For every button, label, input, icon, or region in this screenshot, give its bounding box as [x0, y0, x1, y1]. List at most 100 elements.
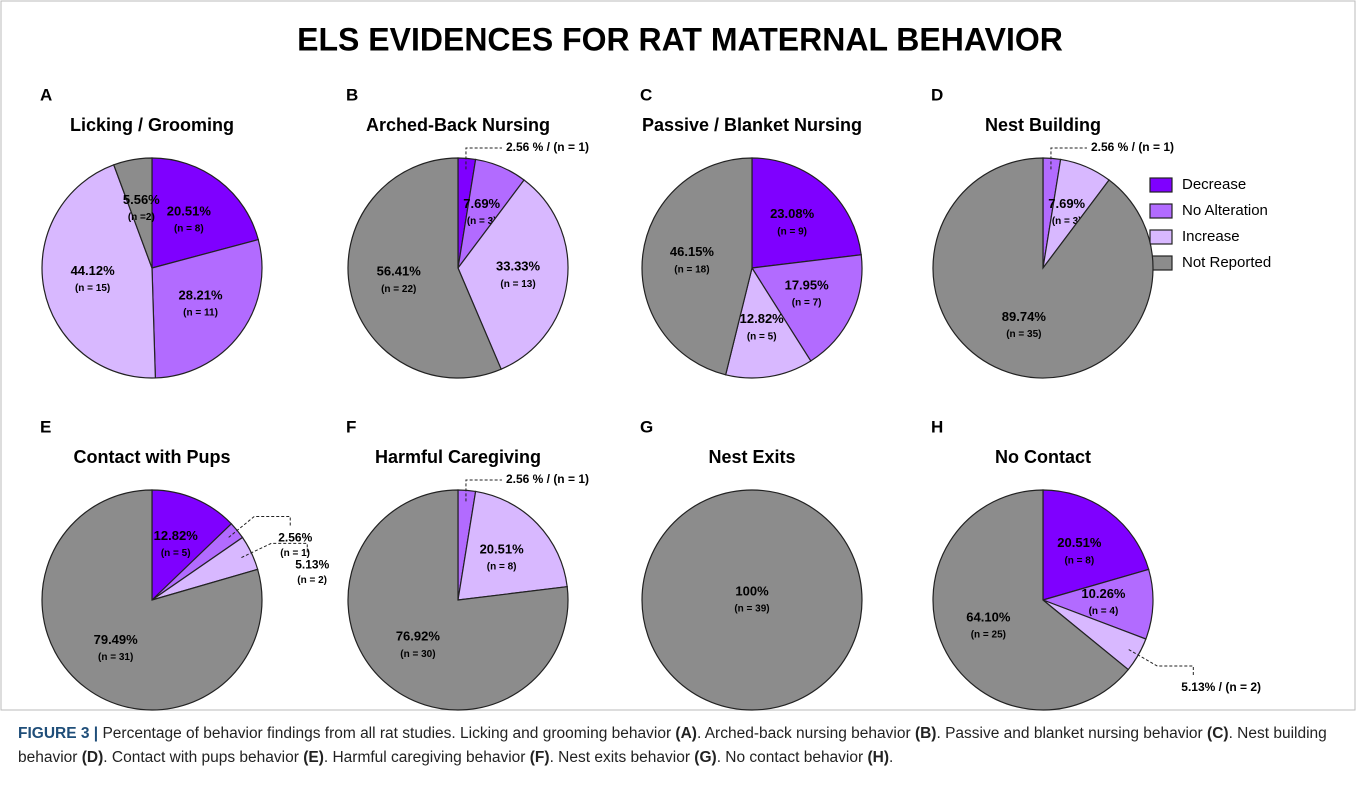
- value-label: 5.13% / (n = 2): [1181, 680, 1261, 694]
- figure-title: ELS EVIDENCES FOR RAT MATERNAL BEHAVIOR: [297, 21, 1063, 57]
- value-label: 5.13%: [295, 558, 329, 572]
- callout-line: [228, 516, 291, 538]
- pie-title: Licking / Grooming: [70, 115, 234, 135]
- callout-line: [1050, 147, 1087, 170]
- pie-slice: [750, 254, 863, 362]
- legend-swatch: [1149, 177, 1173, 193]
- pie-slice: [41, 489, 263, 711]
- legend-label: Not Reported: [1182, 254, 1271, 271]
- value-label: 20.51%: [480, 542, 525, 557]
- caption-part: . Harmful caregiving behavior: [323, 749, 530, 766]
- n-label: (n = 22): [381, 284, 416, 295]
- value-label: 7.69%: [1048, 196, 1085, 211]
- n-label: (n =2): [128, 212, 155, 223]
- pie-title: Passive / Blanket Nursing: [642, 115, 862, 135]
- caption-part: . Nest exits behavior: [549, 749, 695, 766]
- pie-title: Contact with Pups: [74, 447, 231, 467]
- pie-title: No Contact: [995, 447, 1091, 467]
- caption: FIGURE 3 | Percentage of behavior findin…: [18, 722, 1338, 770]
- caption-part: . No contact behavior: [716, 749, 868, 766]
- n-label: (n = 3): [467, 216, 497, 227]
- value-label: 23.08%: [770, 206, 815, 221]
- n-label: (n = 25): [971, 630, 1006, 641]
- caption-part: . Arched-back nursing behavior: [696, 725, 915, 742]
- value-label: 12.82%: [740, 311, 785, 326]
- pie-title: Nest Building: [985, 115, 1101, 135]
- value-label: 7.69%: [463, 196, 500, 211]
- value-label: 12.82%: [154, 528, 199, 543]
- value-label: 17.95%: [785, 277, 830, 292]
- caption-part: (D): [81, 749, 104, 766]
- pie-slice: [151, 238, 263, 379]
- panel-letter: H: [931, 417, 943, 436]
- pie-slice: [641, 489, 863, 711]
- caption-part: FIGURE 3 |: [18, 725, 99, 742]
- caption-part: (F): [529, 749, 550, 766]
- n-label: (n = 11): [183, 308, 218, 319]
- panel-letter: F: [346, 417, 356, 436]
- n-label: (n = 31): [98, 652, 133, 663]
- pie-slice: [347, 157, 502, 379]
- pie-slice: [41, 164, 156, 379]
- pie-slice: [724, 266, 812, 379]
- panel-letter: E: [40, 417, 51, 436]
- pie-slice: [347, 489, 569, 711]
- value-label: 20.51%: [167, 203, 212, 218]
- pie-slice: [1042, 489, 1150, 601]
- figure-border: [0, 0, 1356, 711]
- caption-part: . Contact with pups behavior: [103, 749, 304, 766]
- pie-slice: [151, 157, 260, 269]
- panel-letter: A: [40, 85, 52, 104]
- caption-part: (H): [867, 749, 889, 766]
- panel-letter: B: [346, 85, 358, 104]
- n-label: (n = 4): [1089, 606, 1119, 617]
- value-label: 10.26%: [1081, 586, 1126, 601]
- caption-part: .: [889, 749, 894, 766]
- n-label: (n = 39): [734, 604, 769, 615]
- caption-part: (C): [1207, 725, 1229, 742]
- value-label: 56.41%: [377, 264, 422, 279]
- value-label: 89.74%: [1002, 309, 1047, 324]
- n-label: (n = 35): [1006, 329, 1041, 340]
- pie-slice: [932, 157, 1154, 379]
- pie-slice: [932, 489, 1130, 711]
- figure: ELS EVIDENCES FOR RAT MATERNAL BEHAVIOR …: [0, 0, 1356, 711]
- value-label: 2.56%: [278, 531, 312, 545]
- n-label: (n = 9): [777, 226, 807, 237]
- value-label: 44.12%: [71, 263, 116, 278]
- n-label: (n = 5): [161, 548, 191, 559]
- pie-slice: [151, 489, 233, 602]
- legend-label: Increase: [1182, 228, 1240, 245]
- pie-title: Nest Exits: [708, 447, 795, 467]
- caption-part: Percentage of behavior findings from all…: [98, 725, 676, 742]
- callout-line: [1128, 649, 1194, 677]
- value-label: 28.21%: [178, 288, 223, 303]
- value-label: 79.49%: [94, 632, 139, 647]
- n-label: (n = 8): [174, 224, 204, 235]
- value-label: 5.56%: [123, 192, 160, 207]
- pie-slice: [751, 157, 862, 269]
- value-label: 33.33%: [496, 259, 541, 274]
- pie-slice: [112, 157, 153, 269]
- value-label: 64.10%: [966, 609, 1011, 624]
- n-label: (n = 1): [280, 548, 310, 559]
- legend-swatch: [1149, 203, 1173, 219]
- panel-letter: C: [640, 85, 652, 104]
- value-label: 2.56 % / (n = 1): [506, 140, 589, 154]
- n-label: (n = 18): [674, 264, 709, 275]
- callout-line: [465, 479, 502, 502]
- n-label: (n = 2): [297, 575, 327, 586]
- n-label: (n = 30): [400, 649, 435, 660]
- n-label: (n = 15): [75, 283, 110, 294]
- pie-title: Harmful Caregiving: [375, 447, 541, 467]
- legend-label: Decrease: [1182, 176, 1246, 193]
- value-label: 100%: [735, 583, 769, 598]
- value-label: 20.51%: [1057, 535, 1102, 550]
- legend-label: No Alteration: [1182, 202, 1268, 219]
- caption-part: (E): [303, 749, 324, 766]
- n-label: (n = 5): [747, 331, 777, 342]
- value-label: 2.56 % / (n = 1): [1091, 140, 1174, 154]
- pie-slice: [1041, 568, 1154, 640]
- pie-slice: [457, 179, 569, 370]
